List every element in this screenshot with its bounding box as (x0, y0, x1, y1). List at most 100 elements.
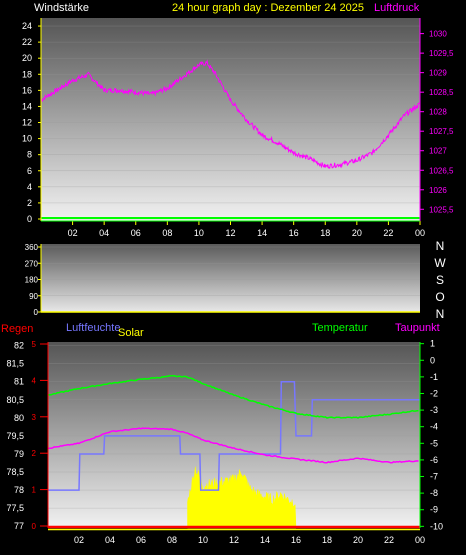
y-right-tick-label: 1029 (429, 69, 447, 78)
humidity-tick-label: 82 (14, 341, 24, 351)
humidity-tick-label: 79,5 (6, 431, 24, 441)
temp-tick-label: -4 (430, 422, 438, 432)
solar-label: Solar (118, 327, 144, 339)
humidity-axes: 8281,58180,58079,57978,57877,57754321010… (6, 339, 443, 545)
x-tick-label: 10 (198, 535, 208, 545)
rain-tick-label: 4 (32, 376, 37, 385)
x-tick-label: 20 (352, 228, 362, 238)
x-tick-label: 08 (167, 535, 177, 545)
x-tick-label: 08 (162, 228, 172, 238)
temp-tick-label: -2 (430, 388, 438, 398)
x-tick-label: 14 (257, 228, 267, 238)
x-tick-label: 12 (225, 228, 235, 238)
humidity-tick-label: 77,5 (6, 503, 24, 513)
y-tick-label: 4 (27, 182, 32, 192)
y-right-tick-label: 1030 (429, 30, 447, 39)
humidity-tick-label: 81,5 (6, 359, 24, 369)
y-right-tick-label: 1027 (429, 147, 447, 156)
direction-label: S (436, 273, 444, 287)
y-right-tick-label: 1026,5 (429, 166, 454, 175)
dewpoint-line (47, 427, 419, 464)
humidity-tick-label: 80 (14, 413, 24, 423)
direction-plot-area (41, 244, 420, 312)
luftfeuchte-label: Luftfeuchte (66, 322, 120, 334)
y-right-tick-label: 1026 (429, 186, 447, 195)
x-tick-label: 16 (289, 228, 299, 238)
humidity-tick-label: 81 (14, 377, 24, 387)
temperature-line (47, 374, 419, 419)
x-tick-label: 02 (74, 535, 84, 545)
direction-label: W (434, 256, 446, 270)
y-tick-label: 360 (25, 243, 39, 252)
x-tick-label: 04 (99, 228, 109, 238)
x-tick-label: 00 (415, 535, 425, 545)
y-tick-label: 0 (34, 308, 39, 317)
temp-tick-label: -5 (430, 438, 438, 448)
direction-label: O (435, 290, 444, 304)
y-tick-label: 12 (22, 118, 32, 128)
x-tick-label: 04 (105, 535, 115, 545)
x-tick-label: 16 (291, 535, 301, 545)
temp-tick-label: -1 (430, 372, 438, 382)
y-tick-label: 270 (25, 259, 39, 268)
x-tick-label: 18 (320, 228, 330, 238)
rain-tick-label: 1 (32, 486, 37, 495)
regen-label: Regen (1, 323, 33, 335)
humidity-tick-label: 77 (14, 521, 24, 531)
x-tick-label: 06 (136, 535, 146, 545)
pressure-plot-area (41, 18, 420, 221)
x-tick-label: 18 (322, 535, 332, 545)
y-right-tick-label: 1028,5 (429, 88, 454, 97)
y-tick-label: 6 (27, 166, 32, 176)
rain-tick-label: 3 (32, 413, 37, 422)
temp-tick-label: -8 (430, 488, 438, 498)
luftdruck-label: Luftdruck (374, 2, 420, 14)
x-tick-label: 12 (229, 535, 239, 545)
humidity-line (48, 380, 420, 491)
y-tick-label: 90 (29, 292, 38, 301)
temp-tick-label: -10 (430, 521, 443, 531)
x-tick-label: 06 (131, 228, 141, 238)
windstaerke-label: Windstärke (34, 2, 89, 14)
temp-tick-label: -7 (430, 472, 438, 482)
x-tick-label: 14 (260, 535, 270, 545)
humidity-tick-label: 78,5 (6, 467, 24, 477)
y-tick-label: 2 (27, 198, 32, 208)
taupunkt-label: Taupunkt (395, 322, 440, 334)
temp-tick-label: -3 (430, 405, 438, 415)
x-tick-label: 22 (384, 535, 394, 545)
y-tick-label: 16 (22, 85, 32, 95)
y-tick-label: 8 (27, 150, 32, 160)
chart-title: 24 hour graph day : Dezember 24 2025 (172, 2, 364, 14)
pressure-series (40, 59, 421, 219)
temp-tick-label: 0 (430, 355, 435, 365)
rain-tick-label: 0 (32, 522, 37, 531)
y-tick-label: 18 (22, 69, 32, 79)
x-tick-label: 10 (194, 228, 204, 238)
y-right-tick-label: 1028 (429, 108, 447, 117)
temp-tick-label: -9 (430, 505, 438, 515)
x-tick-label: 02 (68, 228, 78, 238)
solar-area (187, 466, 297, 529)
temperatur-label: Temperatur (312, 322, 368, 334)
x-tick-label: 20 (353, 535, 363, 545)
y-right-tick-label: 1025,5 (429, 205, 454, 214)
pressure-line (40, 59, 421, 169)
x-tick-label: 22 (383, 228, 393, 238)
y-tick-label: 0 (27, 214, 32, 224)
y-tick-label: 180 (25, 276, 39, 285)
y-tick-label: 22 (22, 37, 32, 47)
temp-tick-label: 1 (430, 339, 435, 349)
humidity-series (47, 374, 420, 529)
y-tick-label: 20 (22, 53, 32, 63)
x-tick-label: 00 (415, 228, 425, 238)
y-tick-label: 10 (22, 134, 32, 144)
y-right-tick-label: 1027,5 (429, 127, 454, 136)
y-tick-label: 24 (22, 21, 32, 31)
direction-label: N (436, 307, 445, 321)
rain-tick-label: 5 (32, 340, 37, 349)
humidity-tick-label: 79 (14, 449, 24, 459)
